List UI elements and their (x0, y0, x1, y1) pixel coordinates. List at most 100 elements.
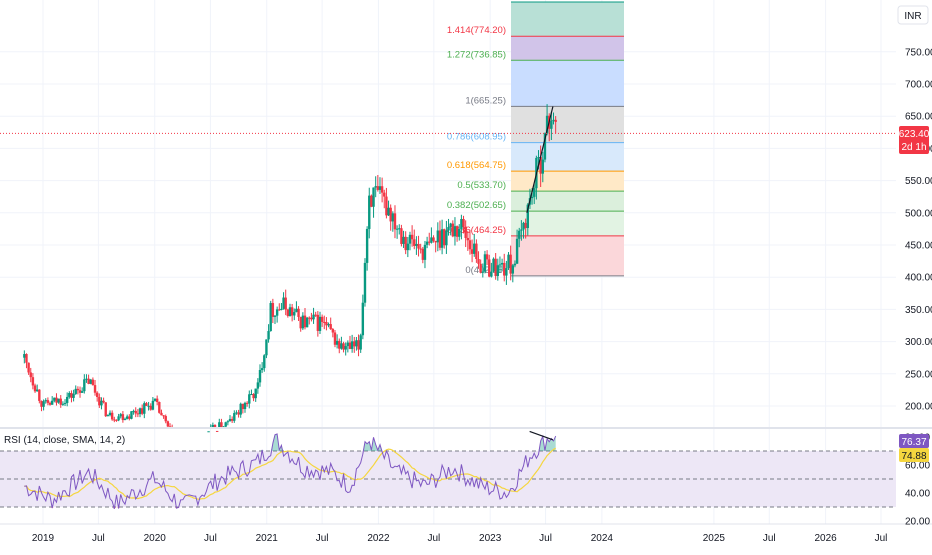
candle-body (153, 398, 157, 401)
candle-body (140, 408, 144, 414)
candle-body (74, 388, 77, 394)
candle-body (267, 331, 270, 340)
candle-body (378, 186, 382, 190)
price-axis-tick: 750.00 (905, 47, 932, 58)
candle-body (488, 259, 491, 277)
candle-body (220, 422, 223, 428)
currency-box[interactable] (897, 5, 929, 25)
rsi-divergence-line[interactable] (529, 430, 554, 441)
candle-body (308, 317, 311, 319)
fibonacci-retracement[interactable]: 1.414(774.20) 1.272(736.85) 1(665.25) 0.786… (447, 1, 624, 277)
candle-body (239, 403, 242, 415)
price-axis-tick: 200.00 (905, 402, 932, 413)
rsi-axis-tick: 40.00 (905, 489, 930, 500)
candle-body (145, 403, 148, 406)
candle-body (121, 414, 125, 421)
time-axis-tick: 2021 (256, 533, 279, 544)
rsi-title[interactable]: RSI (14, close, SMA, 14, 2) (4, 435, 125, 446)
fib-level-label: 1.272(736.85) (447, 49, 506, 60)
candle-body (473, 243, 476, 254)
candle-body (327, 324, 330, 326)
time-axis-tick: 2025 (703, 533, 726, 544)
candle-body (25, 354, 28, 363)
candle-body (102, 400, 105, 403)
candle-body (305, 317, 309, 328)
candle-body (314, 314, 317, 316)
candle-body (440, 229, 444, 248)
candle-body (458, 229, 461, 237)
candle-body (333, 332, 337, 345)
candle-body (451, 223, 455, 237)
candle-body (342, 343, 345, 350)
candle-body (368, 195, 371, 229)
candle-body (166, 421, 170, 427)
candle-body (428, 241, 431, 243)
candle-body (470, 249, 474, 254)
candle-body (288, 307, 292, 316)
candle-body (400, 228, 403, 244)
candle-body (447, 226, 450, 231)
candle-body (241, 403, 245, 410)
fib-zone (511, 142, 624, 172)
candle-body (432, 237, 435, 241)
candle-body (526, 204, 530, 229)
rsi-value-label: 76.37 (901, 437, 926, 448)
candle-body (361, 302, 365, 336)
candle-body (290, 307, 294, 316)
candle-body (278, 309, 281, 311)
candle-body (117, 416, 120, 421)
time-axis-tick: 2024 (591, 533, 614, 544)
candle-body (250, 394, 253, 396)
candle-body (27, 362, 30, 373)
candle-body (389, 207, 392, 222)
candle-body (162, 415, 165, 417)
candle-body (260, 368, 264, 370)
candle-body (380, 186, 384, 193)
candle-body (108, 412, 112, 416)
candle-body (483, 254, 487, 272)
candle-body (370, 195, 373, 207)
candle-body (89, 379, 92, 384)
candle-body (518, 230, 521, 239)
candle-body (541, 159, 545, 174)
rsi-sma-label: 74.88 (901, 451, 926, 462)
candle-body (164, 416, 167, 422)
candle-body (110, 412, 114, 420)
candle-body (481, 271, 485, 273)
candle-body (254, 388, 257, 399)
candle-body (496, 265, 500, 277)
price-axis-tick: 500.00 (905, 208, 932, 219)
candle-body (269, 303, 272, 332)
candle-body (273, 315, 277, 317)
candle-body (393, 213, 397, 230)
candle-body (33, 385, 37, 392)
candle-body (271, 303, 275, 317)
candle-body (438, 230, 442, 248)
trend-line[interactable] (526, 106, 554, 213)
candle-body (445, 230, 448, 246)
fib-level-label: 0.786(608.95) (447, 132, 506, 143)
candle-body (78, 390, 82, 393)
candle-body (258, 369, 262, 383)
price-axis-tick: 550.00 (905, 176, 932, 187)
candle-body (335, 340, 339, 345)
fib-level-label: 0.618(564.75) (447, 160, 506, 171)
candle-body (410, 234, 414, 240)
candle-body (417, 243, 420, 249)
candle-body (415, 243, 418, 246)
candle-body (57, 398, 60, 403)
candle-body (61, 403, 65, 405)
candle-body (355, 340, 358, 347)
candle-body (503, 262, 506, 276)
candle-body (310, 317, 313, 320)
candle-body (35, 389, 39, 392)
candle-body (252, 394, 255, 399)
fib-level-label: 0.382(502.65) (447, 200, 506, 211)
candle-body (340, 343, 343, 349)
price-axis-tick: 700.00 (905, 80, 932, 91)
candle-body (42, 401, 45, 407)
candle-body (63, 402, 67, 404)
candle-body (533, 188, 536, 197)
candle-body (218, 422, 221, 428)
